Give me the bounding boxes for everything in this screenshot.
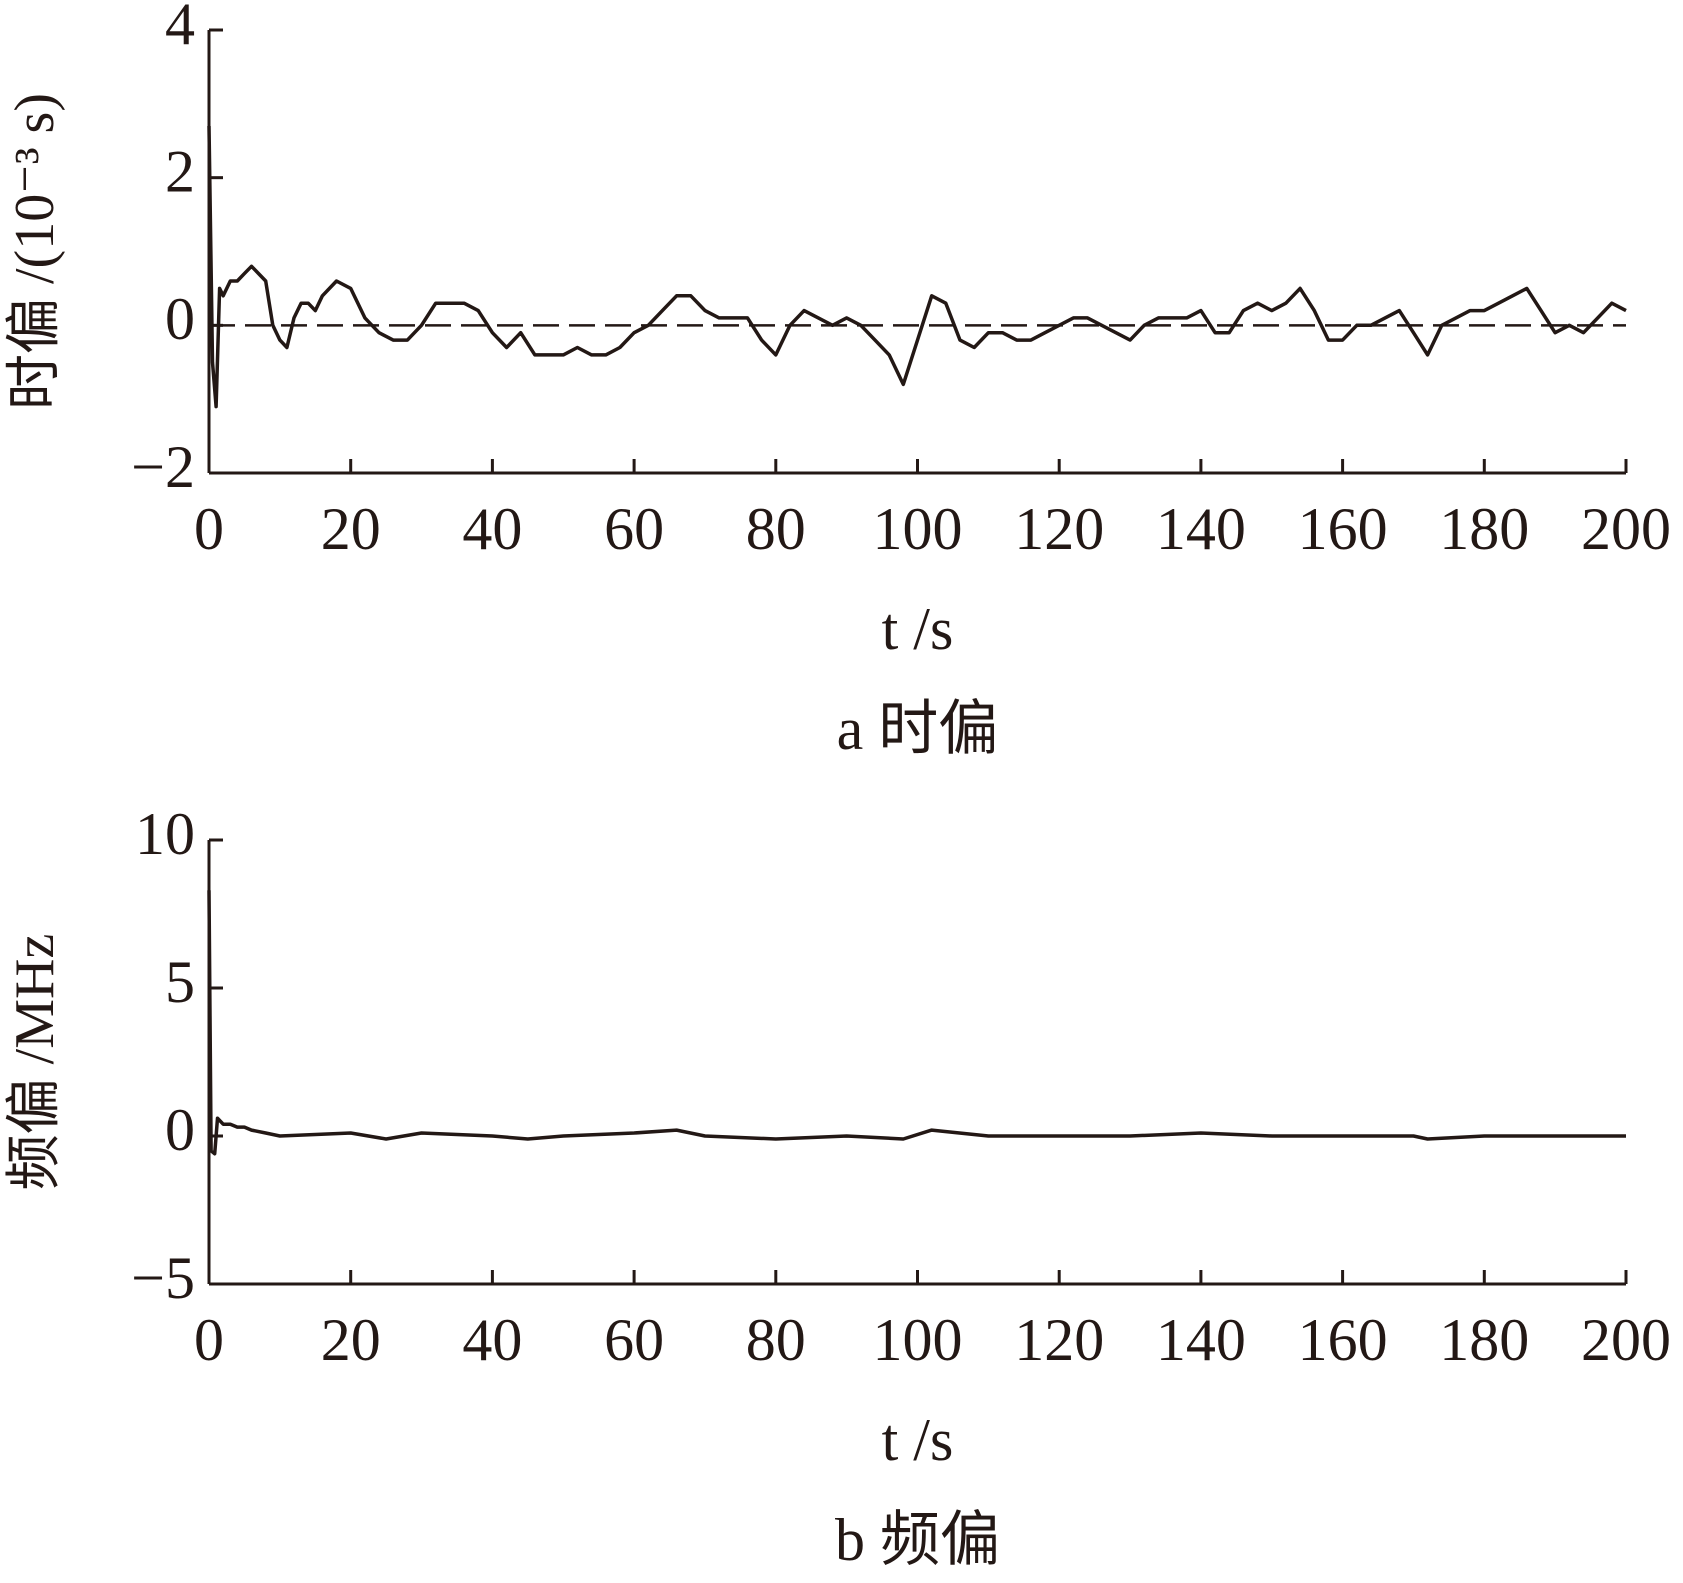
x-tick-label: 80 [746,496,806,562]
x-tick-label: 60 [604,496,664,562]
y-tick-label: 10 [135,801,195,867]
x-axis-label: t /s [882,596,954,662]
x-tick-label: 200 [1581,1307,1671,1373]
data-line [207,125,1627,409]
y-tick-label: −5 [131,1245,195,1311]
x-tick-label: 200 [1581,496,1671,562]
x-tick-label: 120 [1014,496,1104,562]
x-tick-label: 180 [1439,496,1529,562]
y-tick-label: 0 [165,1097,195,1163]
x-tick-label: 100 [873,496,963,562]
y-tick-label: −2 [131,434,195,500]
caption: b 频偏 [835,1507,1000,1573]
x-tick-label: 20 [321,1307,381,1373]
x-tick-label: 40 [462,1307,522,1373]
y-tick-label: 2 [165,138,195,204]
x-tick-label: 60 [604,1307,664,1373]
x-tick-label: 100 [873,1307,963,1373]
x-tick-label: 140 [1156,1307,1246,1373]
y-axis-label: 时偏 /(10⁻³ s) [4,93,66,410]
y-tick-label: 5 [165,949,195,1015]
x-tick-label: 140 [1156,496,1246,562]
x-tick-label: 120 [1014,1307,1104,1373]
y-tick-label: 0 [165,286,195,352]
x-tick-label: 180 [1439,1307,1529,1373]
caption: a 时偏 [837,696,999,762]
x-tick-label: 20 [321,496,381,562]
x-tick-label: 160 [1298,1307,1388,1373]
y-tick-label: 4 [165,0,195,57]
y-axis-label: 频偏 /MHz [4,934,66,1191]
x-tick-label: 40 [462,496,522,562]
x-tick-label: 160 [1298,496,1388,562]
x-tick-label: 0 [194,496,224,562]
x-tick-label: 0 [194,1307,224,1373]
data-line [207,890,1626,1156]
x-tick-label: 80 [746,1307,806,1373]
x-axis-label: t /s [882,1407,954,1473]
